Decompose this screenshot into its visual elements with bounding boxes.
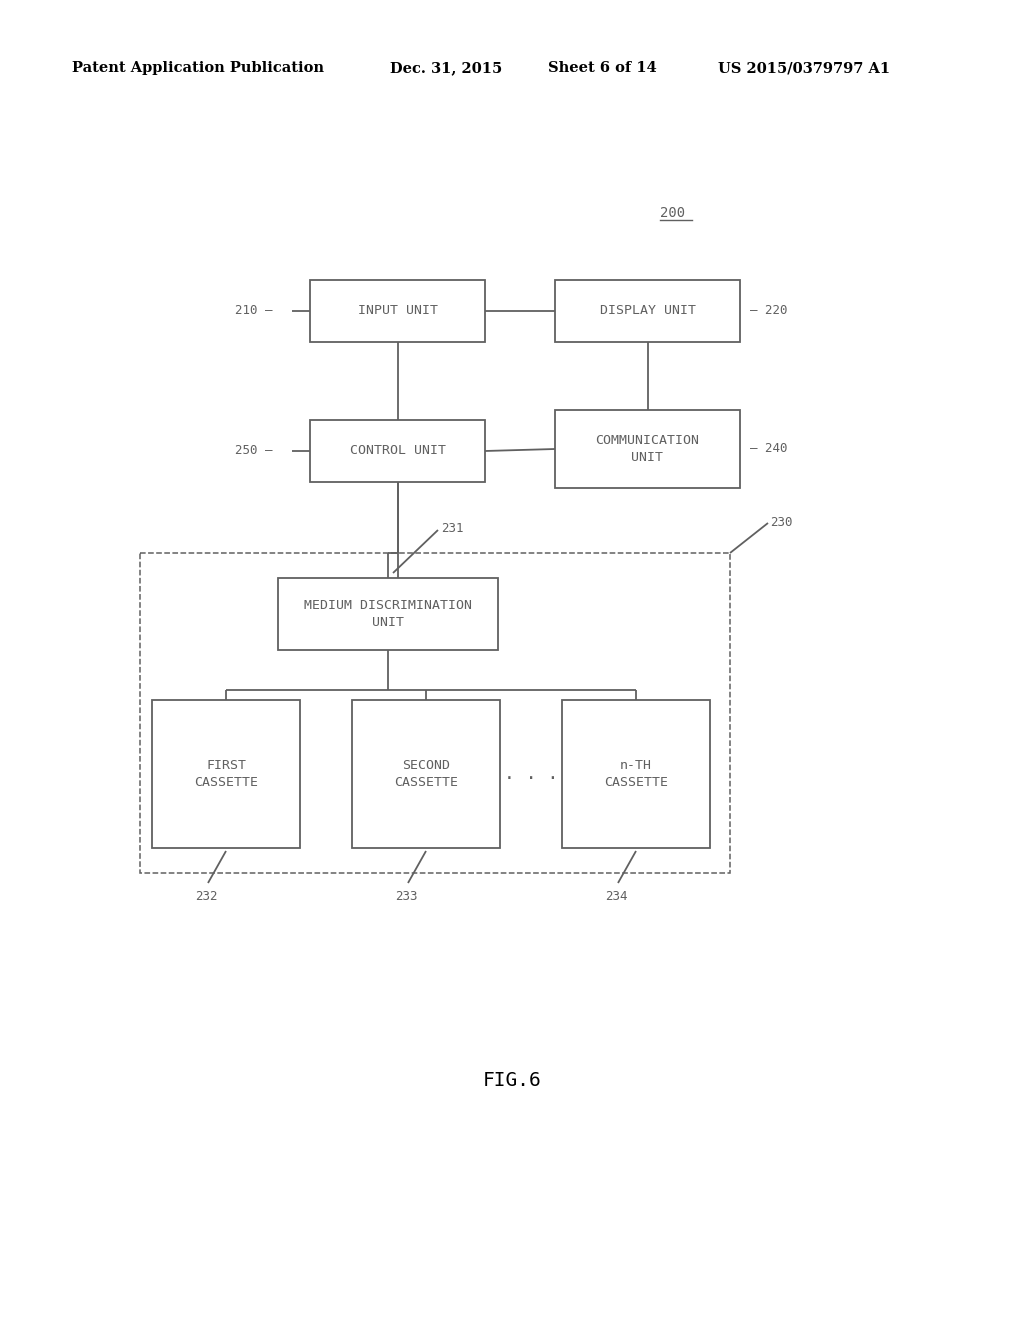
Text: INPUT UNIT: INPUT UNIT xyxy=(357,305,437,318)
Text: US 2015/0379797 A1: US 2015/0379797 A1 xyxy=(718,61,890,75)
Text: FIRST
CASSETTE: FIRST CASSETTE xyxy=(194,759,258,789)
Bar xyxy=(152,700,300,847)
Text: Dec. 31, 2015: Dec. 31, 2015 xyxy=(390,61,502,75)
Bar xyxy=(352,700,500,847)
Text: MEDIUM DISCRIMINATION
UNIT: MEDIUM DISCRIMINATION UNIT xyxy=(304,599,472,630)
Bar xyxy=(562,700,710,847)
Text: 234: 234 xyxy=(605,890,628,903)
Text: 231: 231 xyxy=(441,521,464,535)
Text: n-TH
CASSETTE: n-TH CASSETTE xyxy=(604,759,668,789)
Text: DISPLAY UNIT: DISPLAY UNIT xyxy=(599,305,695,318)
Text: . . .: . . . xyxy=(504,766,558,783)
Text: SECOND
CASSETTE: SECOND CASSETTE xyxy=(394,759,458,789)
Text: 200: 200 xyxy=(660,206,685,220)
Bar xyxy=(310,420,485,482)
Bar xyxy=(555,280,740,342)
Text: 230: 230 xyxy=(770,516,793,529)
Text: 250 —: 250 — xyxy=(234,445,272,458)
Bar xyxy=(555,411,740,488)
Bar xyxy=(140,553,730,873)
Text: 210 —: 210 — xyxy=(234,305,272,318)
Text: — 220: — 220 xyxy=(750,305,787,318)
Text: Sheet 6 of 14: Sheet 6 of 14 xyxy=(548,61,656,75)
Text: COMMUNICATION
UNIT: COMMUNICATION UNIT xyxy=(596,434,699,465)
Bar xyxy=(278,578,498,649)
Text: — 240: — 240 xyxy=(750,442,787,455)
Text: 232: 232 xyxy=(195,890,217,903)
Text: 233: 233 xyxy=(394,890,417,903)
Text: CONTROL UNIT: CONTROL UNIT xyxy=(349,445,445,458)
Text: FIG.6: FIG.6 xyxy=(482,1071,542,1089)
Text: Patent Application Publication: Patent Application Publication xyxy=(72,61,324,75)
Bar xyxy=(310,280,485,342)
